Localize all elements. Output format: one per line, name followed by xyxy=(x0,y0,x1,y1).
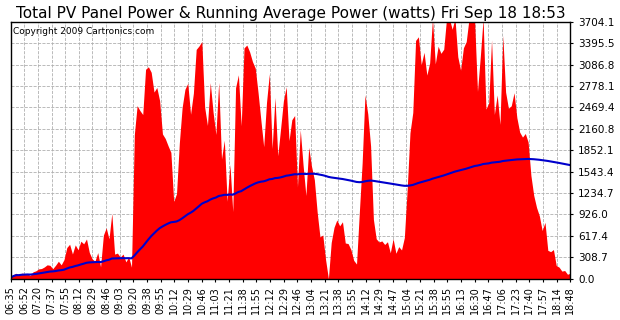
Title: Total PV Panel Power & Running Average Power (watts) Fri Sep 18 18:53: Total PV Panel Power & Running Average P… xyxy=(16,5,565,20)
Text: Copyright 2009 Cartronics.com: Copyright 2009 Cartronics.com xyxy=(14,27,154,36)
